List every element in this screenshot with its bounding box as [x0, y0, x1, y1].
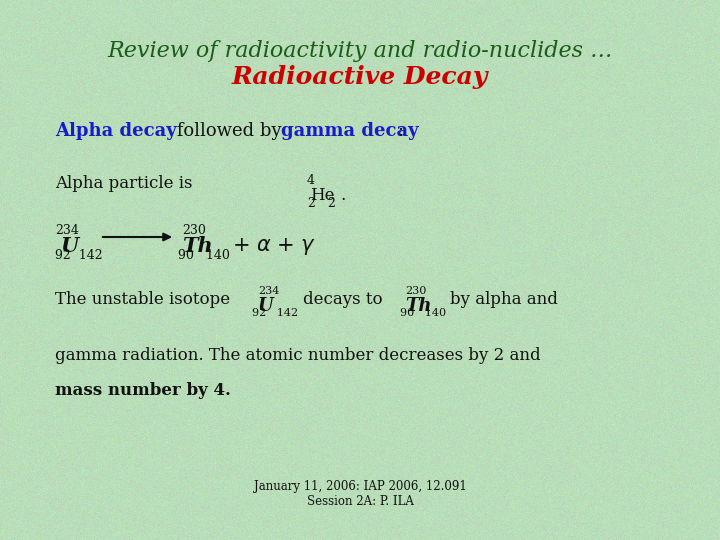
Text: by alpha and: by alpha and [450, 291, 558, 308]
Text: 90   140: 90 140 [400, 308, 446, 318]
Text: Th: Th [182, 236, 212, 256]
Text: Alpha decay: Alpha decay [55, 122, 176, 140]
Text: 90   140: 90 140 [178, 249, 230, 262]
Text: Th: Th [405, 297, 431, 315]
Text: Alpha particle is: Alpha particle is [55, 175, 192, 192]
Text: :: : [397, 122, 403, 140]
Text: 4: 4 [307, 174, 315, 187]
Text: January 11, 2006: IAP 2006, 12.091
Session 2A: P. ILA: January 11, 2006: IAP 2006, 12.091 Sessi… [253, 480, 467, 508]
Text: Review of radioactivity and radio-nuclides …: Review of radioactivity and radio-nuclid… [107, 40, 613, 62]
Text: He: He [310, 187, 335, 204]
Text: 230: 230 [405, 286, 426, 296]
Text: 234: 234 [55, 224, 79, 237]
Text: Radioactive Decay: Radioactive Decay [232, 65, 488, 89]
Text: 2: 2 [307, 197, 315, 210]
Text: mass number by 4.: mass number by 4. [55, 382, 231, 399]
Text: + $\alpha$ + $\gamma$: + $\alpha$ + $\gamma$ [232, 236, 316, 257]
Text: 230: 230 [182, 224, 206, 237]
Text: decays to: decays to [303, 291, 382, 308]
Text: gamma radiation. The atomic number decreases by 2 and: gamma radiation. The atomic number decre… [55, 347, 541, 364]
Text: followed by: followed by [171, 122, 287, 140]
Text: U: U [258, 297, 274, 315]
Text: .: . [340, 187, 346, 204]
Text: 92  142: 92 142 [55, 249, 103, 262]
Text: 234: 234 [258, 286, 279, 296]
Text: 92   142: 92 142 [252, 308, 298, 318]
Text: The unstable isotope: The unstable isotope [55, 291, 230, 308]
Text: U: U [60, 236, 78, 256]
Text: 2: 2 [327, 197, 335, 210]
Text: gamma decay: gamma decay [281, 122, 418, 140]
